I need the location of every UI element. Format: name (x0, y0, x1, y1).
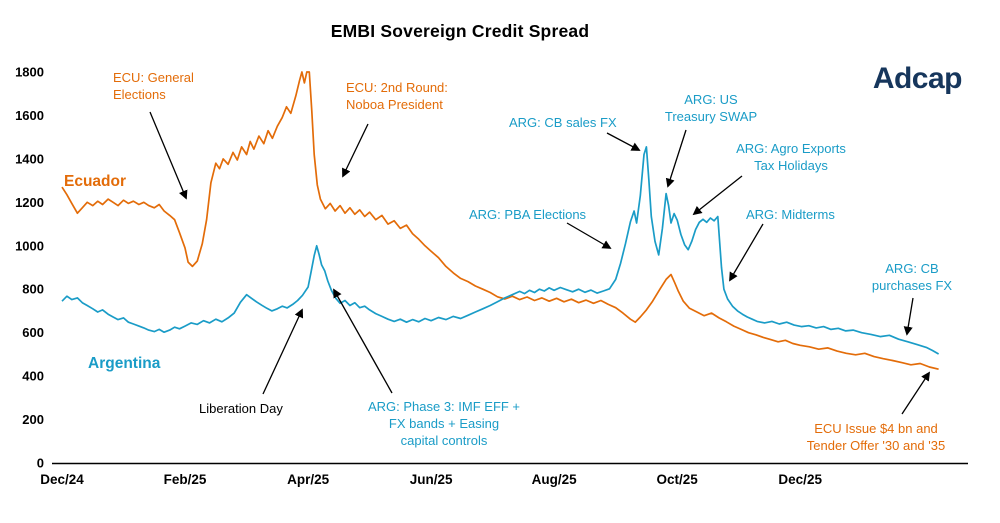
x-tick-label: Aug/25 (532, 472, 578, 487)
y-tick-label: 800 (22, 282, 44, 297)
arrow-ecu-2nd-round (342, 123, 369, 178)
y-tick-label: 0 (37, 456, 44, 471)
arrow-arg-agro-exports (692, 175, 743, 216)
annotation-arg-pba-elections: ARG: PBA Elections (469, 207, 587, 222)
arrow-liberation-day (262, 308, 304, 395)
annotation-arg-cb-sales-fx: ARG: CB sales FX (509, 115, 617, 130)
series-line-argentina (61, 146, 940, 355)
y-tick-label: 1600 (15, 108, 44, 123)
arrow-arg-midterms (729, 223, 764, 282)
ecuador-series-label: Ecuador (64, 173, 127, 190)
arrow-arg-phase-3 (333, 288, 393, 394)
x-tick-label: Oct/25 (657, 472, 699, 487)
chart-title: EMBI Sovereign Credit Spread (330, 21, 590, 41)
arrow-arg-cb-sales-fx (606, 132, 641, 151)
x-tick-label: Apr/25 (287, 472, 330, 487)
y-tick-label: 1400 (15, 151, 44, 166)
annotation-ecu-2nd-round: ECU: 2nd Round: Noboa President (346, 80, 448, 113)
x-tick-label: Dec/24 (40, 472, 84, 487)
annotation-arg-cb-purchases-fx: ARG: CB purchases FX (871, 261, 953, 294)
annotation-arg-midterms: ARG: Midterms (746, 207, 835, 222)
y-tick-label: 200 (22, 412, 44, 427)
annotation-ecu-general-elections: ECU: General Elections (113, 70, 194, 103)
adcap-logo: Adcap (872, 62, 963, 95)
arrow-ecu-general-elections (149, 111, 188, 200)
series-line-ecuador (61, 71, 939, 371)
y-tick-label: 1800 (15, 65, 44, 80)
arrow-arg-us-treasury-swap (665, 129, 687, 188)
arrow-arg-cb-purchases-fx (903, 297, 914, 336)
x-tick-label: Feb/25 (164, 472, 207, 487)
y-tick-label: 400 (22, 369, 44, 384)
annotation-arg-phase-3: ARG: Phase 3: IMF EFF + FX bands + Easin… (367, 399, 521, 449)
annotation-arg-us-treasury-swap: ARG: US Treasury SWAP (664, 92, 758, 125)
y-tick-label: 600 (22, 325, 44, 340)
annotation-liberation-day: Liberation Day (199, 401, 283, 416)
argentina-series-label: Argentina (88, 355, 161, 372)
x-tick-label: Dec/25 (778, 472, 822, 487)
y-tick-label: 1200 (15, 195, 44, 210)
arrow-arg-pba-elections (566, 222, 612, 249)
arrow-ecu-issue-tender (901, 371, 931, 415)
y-tick-label: 1000 (15, 238, 44, 253)
x-tick-label: Jun/25 (410, 472, 453, 487)
annotation-ecu-issue-tender: ECU Issue $4 bn and Tender Offer '30 and… (806, 421, 946, 454)
annotation-arg-agro-exports: ARG: Agro Exports Tax Holidays (736, 141, 846, 174)
